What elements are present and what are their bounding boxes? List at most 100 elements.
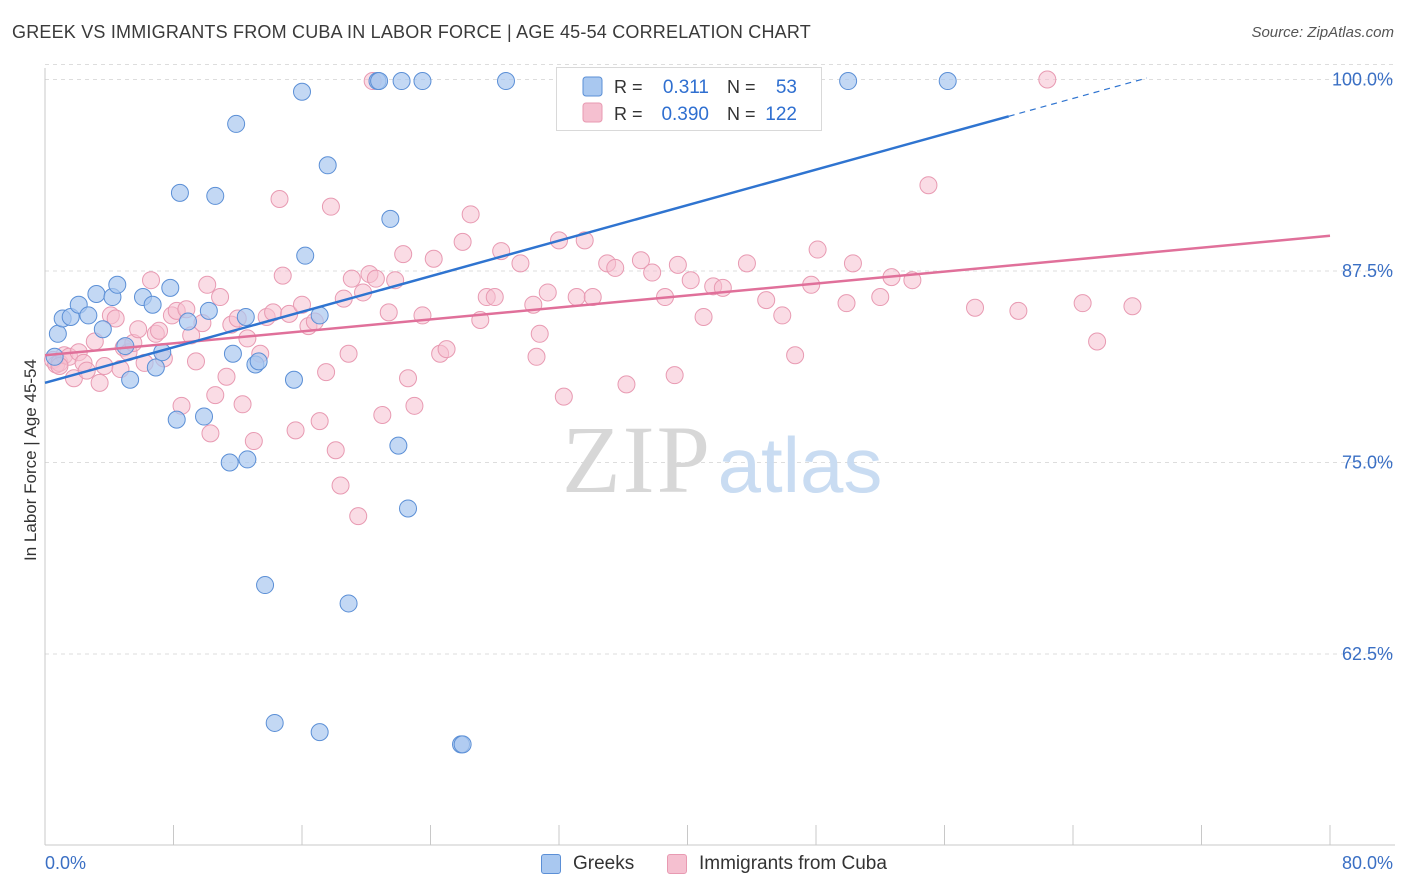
data-point-cuba xyxy=(399,369,418,388)
trend-line-greeks-extension xyxy=(1008,77,1148,117)
data-point-cuba xyxy=(217,367,236,386)
data-point-cuba xyxy=(668,255,687,274)
data-point-cuba xyxy=(270,189,289,208)
data-point-greek xyxy=(170,183,189,202)
legend-swatch-cuba xyxy=(582,102,603,123)
y-tick-label: 87.5% xyxy=(1342,261,1393,281)
data-point-greek xyxy=(339,594,358,613)
watermark-atlas: atlas xyxy=(718,421,883,509)
data-point-greek xyxy=(167,410,186,429)
legend-r-value: 0.311 xyxy=(663,77,709,98)
x-tick-label: 80.0% xyxy=(1342,853,1393,873)
data-point-cuba xyxy=(681,271,700,290)
data-point-greek xyxy=(93,320,112,339)
data-point-cuba xyxy=(485,288,504,307)
data-point-greek xyxy=(199,301,218,320)
data-point-cuba xyxy=(617,375,636,394)
data-point-cuba xyxy=(238,329,257,348)
data-point-cuba xyxy=(186,352,205,371)
data-point-greek xyxy=(389,436,408,455)
data-point-cuba xyxy=(366,269,385,288)
cuba-swatch xyxy=(667,854,687,874)
data-point-cuba xyxy=(201,424,220,443)
correlation-legend: R = 0.311 N = 53 R = 0.390 N = 122 xyxy=(556,67,822,131)
legend-label-cuba: Immigrants from Cuba xyxy=(699,853,887,874)
data-point-cuba xyxy=(405,396,424,415)
data-point-greek xyxy=(45,347,64,366)
trend-line-cuba xyxy=(44,234,1331,357)
data-point-cuba xyxy=(142,271,161,290)
data-point-cuba xyxy=(379,303,398,322)
legend-n-value: 53 xyxy=(776,77,797,98)
data-point-cuba xyxy=(150,321,169,340)
data-point-greek xyxy=(413,72,432,91)
data-point-greek xyxy=(108,275,127,294)
data-point-greek xyxy=(256,576,275,595)
tick-labels: 100.0% 87.5% 75.0% 62.5% 0.0% 80.0% xyxy=(45,70,1393,874)
data-point-greek xyxy=(265,713,284,732)
data-point-cuba xyxy=(511,254,530,273)
data-point-cuba xyxy=(244,432,263,451)
data-point-cuba xyxy=(808,240,827,259)
axes xyxy=(44,68,1395,846)
data-point-greek xyxy=(238,450,257,469)
data-point-cuba xyxy=(919,176,938,195)
trend-lines xyxy=(44,77,1331,385)
data-point-greek xyxy=(220,453,239,472)
data-point-cuba xyxy=(631,251,650,270)
data-point-cuba xyxy=(837,294,856,313)
data-point-cuba xyxy=(453,232,472,251)
grid-lines xyxy=(45,64,1395,655)
series-greeks xyxy=(45,72,957,754)
data-point-greek xyxy=(938,72,957,91)
data-point-greek xyxy=(453,735,472,754)
data-point-cuba xyxy=(461,205,480,224)
data-point-cuba xyxy=(966,298,985,317)
data-point-greek xyxy=(143,295,162,314)
legend-n-label: N = xyxy=(727,104,756,124)
data-point-cuba xyxy=(331,476,350,495)
data-point-cuba xyxy=(530,324,549,343)
data-point-cuba xyxy=(373,406,392,425)
data-point-cuba xyxy=(339,344,358,363)
data-point-greek xyxy=(839,72,858,91)
data-point-greek xyxy=(236,307,255,326)
data-point-greek xyxy=(293,82,311,101)
data-point-greek xyxy=(146,358,165,377)
greeks-swatch xyxy=(541,854,561,874)
data-point-cuba xyxy=(527,347,546,366)
y-tick-label: 62.5% xyxy=(1342,644,1393,664)
data-point-cuba xyxy=(206,386,225,405)
data-point-cuba xyxy=(273,266,292,285)
legend-item-greeks[interactable]: Greeks xyxy=(541,853,634,875)
data-point-greek xyxy=(79,306,98,325)
data-point-cuba xyxy=(773,306,792,325)
data-point-cuba xyxy=(1073,294,1092,313)
legend-n-value: 122 xyxy=(765,104,797,125)
legend-r-label: R = xyxy=(614,77,643,97)
data-point-cuba xyxy=(737,254,756,273)
chart-title: GREEK VS IMMIGRANTS FROM CUBA IN LABOR F… xyxy=(12,22,811,42)
data-point-cuba xyxy=(643,263,662,282)
data-point-cuba xyxy=(757,291,776,310)
data-point-cuba xyxy=(349,507,368,526)
data-point-greek xyxy=(206,186,225,205)
legend-n-label: N = xyxy=(727,77,756,97)
data-point-cuba xyxy=(694,307,713,326)
data-point-greek xyxy=(496,72,515,91)
data-point-greek xyxy=(178,312,197,331)
data-point-greek xyxy=(161,278,180,297)
data-point-greek xyxy=(195,407,214,426)
legend-swatch-greeks xyxy=(582,76,603,97)
data-point-greek xyxy=(48,324,67,343)
legend-item-cuba[interactable]: Immigrants from Cuba xyxy=(667,853,887,875)
data-point-cuba xyxy=(424,249,443,268)
data-point-cuba xyxy=(871,288,890,307)
data-point-cuba xyxy=(293,295,311,314)
data-point-cuba xyxy=(198,275,217,294)
y-tick-label: 100.0% xyxy=(1332,70,1393,90)
y-axis-label: In Labor Force | Age 45-54 xyxy=(21,359,40,561)
data-point-cuba xyxy=(321,197,340,216)
data-point-cuba xyxy=(342,269,361,288)
x-tick-label: 0.0% xyxy=(45,853,86,873)
